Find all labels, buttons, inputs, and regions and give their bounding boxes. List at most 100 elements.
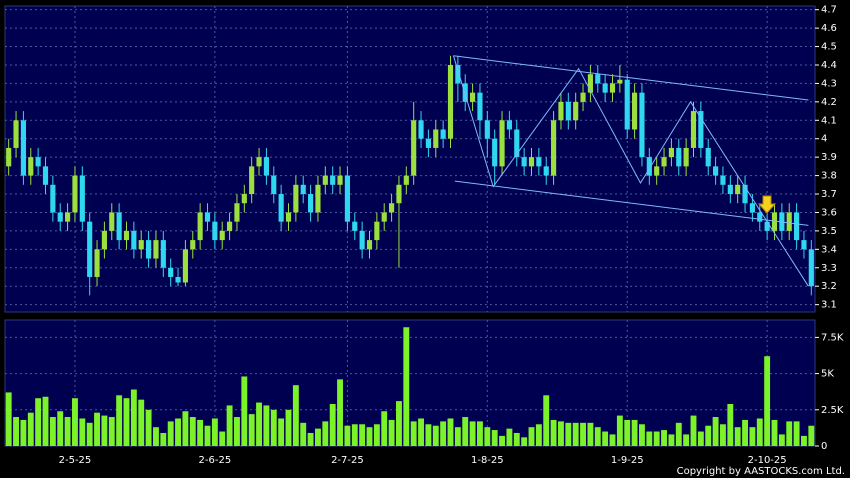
volume-bar (469, 421, 476, 446)
volume-bar (197, 419, 204, 446)
volume-bar (808, 425, 815, 446)
volume-bar (263, 405, 270, 446)
volume-bar (484, 427, 491, 446)
candle-body (705, 147, 711, 167)
candle-body (757, 212, 763, 222)
volume-bar (248, 414, 255, 446)
volume-bar (108, 417, 115, 446)
candle-body (668, 147, 674, 158)
volume-bar (624, 419, 631, 446)
y-tick-label: 7.5K (821, 332, 844, 343)
candle-body (50, 184, 56, 213)
volume-bar (712, 417, 719, 446)
volume-bar (292, 385, 299, 446)
volume-bar (145, 409, 152, 446)
candle-body (403, 175, 409, 185)
candle-body (123, 230, 130, 241)
volume-bar (491, 430, 498, 446)
volume-bar (366, 427, 373, 446)
volume-bar (786, 421, 793, 446)
volume-bar (226, 405, 233, 446)
volume-bar (727, 404, 734, 446)
candle-body (20, 120, 26, 176)
volume-bar (425, 424, 432, 446)
candle-body (352, 221, 358, 231)
candle-body (447, 64, 454, 139)
candle-body (587, 74, 593, 93)
trend-line (454, 180, 809, 226)
volume-bar (5, 392, 12, 446)
plot-layer: 2-5-25 2-6-25 2-7-25 1-8-25 1-9-25 2-10-25 3.1… (5, 5, 844, 466)
volume-bar (646, 431, 653, 446)
y-tick-label: 5K (821, 369, 834, 380)
volume-bar (234, 417, 240, 446)
candle-body (153, 240, 159, 259)
candle-body (6, 147, 12, 167)
candle-body (558, 101, 564, 121)
volume-bar (587, 422, 594, 446)
candle-body (764, 221, 770, 231)
candle-body (263, 157, 269, 176)
candle-body (109, 212, 115, 231)
volume-bar (381, 411, 388, 446)
candle-body (683, 147, 689, 167)
volume-bar (675, 422, 682, 446)
volume-bar (683, 434, 690, 446)
candle-body (190, 240, 196, 250)
y-tick-label: 4.3 (821, 78, 837, 89)
candle-body (146, 240, 152, 259)
y-tick-label: 3.4 (821, 244, 837, 255)
y-tick-label: 4.4 (821, 60, 837, 71)
x-tick-label: 2-6-25 (199, 455, 232, 466)
candle-body (212, 221, 218, 241)
candle-body (293, 184, 299, 213)
volume-bar (697, 431, 704, 446)
volume-bar (160, 432, 167, 446)
volume-bar (116, 395, 123, 446)
candle-body (322, 175, 328, 185)
y-tick-label: 3.3 (821, 263, 837, 274)
volume-bar (742, 419, 748, 446)
candle-body (337, 175, 343, 185)
candle-body (182, 249, 188, 283)
candle-body (425, 138, 431, 148)
volume-bar (153, 427, 159, 446)
y-tick-label: 4.1 (821, 115, 837, 126)
volume-bar (101, 415, 108, 446)
candle-body (632, 92, 638, 130)
volume-bar (329, 404, 336, 446)
trend-line (453, 55, 809, 101)
candle-body (661, 157, 667, 167)
volume-bar (418, 418, 424, 446)
volume-bar (189, 417, 196, 446)
y-tick-label: 0 (821, 441, 827, 452)
candle-body (477, 92, 483, 121)
signal-arrow (757, 195, 777, 214)
candle-body (690, 111, 697, 148)
volume-bar (72, 398, 78, 446)
volume-bar (528, 427, 535, 446)
volume-bar (403, 327, 410, 446)
candle-body (219, 230, 225, 241)
volume-bar (410, 421, 417, 446)
volume-bar (123, 398, 130, 446)
candle-body (492, 138, 498, 167)
candle-body (455, 64, 461, 84)
candle-body (197, 212, 203, 241)
candle-body (57, 212, 63, 222)
volume-bar (594, 427, 601, 446)
volume-bar (322, 421, 329, 446)
volume-bar (521, 437, 528, 446)
candle-body (484, 120, 490, 139)
volume-bar (602, 431, 609, 446)
volume-bar (35, 398, 42, 446)
y-tick-label: 2.5K (821, 405, 844, 416)
volume-bar (720, 424, 726, 446)
volume-bar (778, 434, 785, 446)
volume-bar (771, 419, 778, 446)
volume-bar (64, 417, 71, 446)
candle-body (94, 249, 100, 277)
candle-body (462, 83, 468, 102)
volume-bar (13, 417, 19, 446)
candle-body (720, 175, 726, 185)
